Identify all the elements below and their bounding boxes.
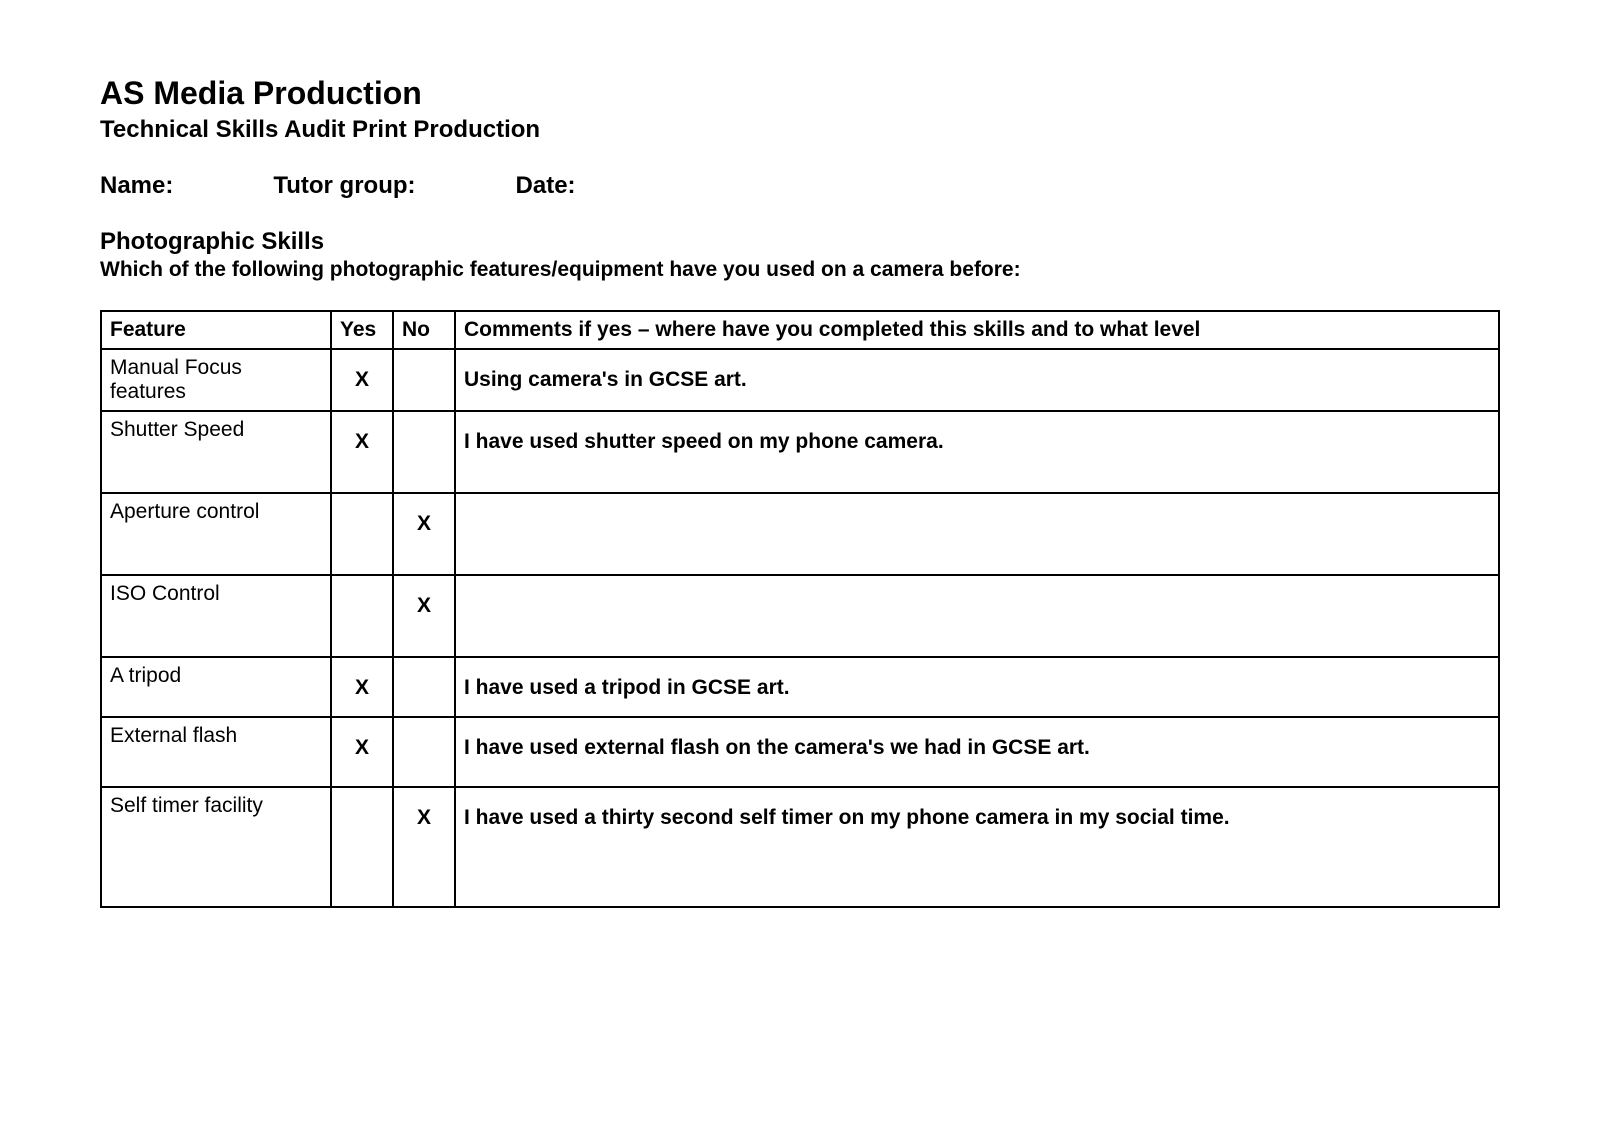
cell-comment: I have used external flash on the camera… [455, 717, 1499, 787]
cell-no [393, 717, 455, 787]
cell-no: X [393, 575, 455, 657]
cell-feature: Shutter Speed [101, 411, 331, 493]
cell-yes: X [331, 411, 393, 493]
cell-no [393, 411, 455, 493]
section-question: Which of the following photographic feat… [100, 258, 1500, 282]
cell-yes: X [331, 657, 393, 717]
header-feature: Feature [101, 311, 331, 349]
cell-feature: Manual Focus features [101, 349, 331, 411]
cell-no [393, 657, 455, 717]
cell-no: X [393, 787, 455, 907]
skills-table: Feature Yes No Comments if yes – where h… [100, 310, 1500, 908]
cell-comment: I have used a thirty second self timer o… [455, 787, 1499, 907]
header-comments: Comments if yes – where have you complet… [455, 311, 1499, 349]
cell-feature: Self timer facility [101, 787, 331, 907]
cell-comment: Using camera's in GCSE art. [455, 349, 1499, 411]
cell-feature: ISO Control [101, 575, 331, 657]
cell-comment: I have used a tripod in GCSE art. [455, 657, 1499, 717]
cell-no: X [393, 493, 455, 575]
cell-comment [455, 493, 1499, 575]
header-yes: Yes [331, 311, 393, 349]
cell-no [393, 349, 455, 411]
table-header-row: Feature Yes No Comments if yes – where h… [101, 311, 1499, 349]
table-row: Aperture control X [101, 493, 1499, 575]
header-no: No [393, 311, 455, 349]
section-title: Photographic Skills [100, 228, 1500, 256]
table-row: Manual Focus featuresX Using camera's in … [101, 349, 1499, 411]
table-row: Self timer facility XI have used a thirty… [101, 787, 1499, 907]
table-row: ISO Control X [101, 575, 1499, 657]
cell-yes [331, 493, 393, 575]
tutor-group-field-label: Tutor group: [273, 172, 415, 200]
table-row: External flashX I have used external flas… [101, 717, 1499, 787]
date-field-label: Date: [516, 172, 576, 200]
page-subtitle: Technical Skills Audit Print Production [100, 116, 1500, 144]
table-row: Shutter SpeedX I have used shutter speed … [101, 411, 1499, 493]
form-fields-row: Name: Tutor group: Date: [100, 172, 1500, 200]
cell-feature: External flash [101, 717, 331, 787]
cell-feature: A tripod [101, 657, 331, 717]
cell-yes: X [331, 349, 393, 411]
cell-comment [455, 575, 1499, 657]
page-title: AS Media Production [100, 75, 1500, 112]
cell-comment: I have used shutter speed on my phone ca… [455, 411, 1499, 493]
table-row: A tripodX I have used a tripod in GCSE ar… [101, 657, 1499, 717]
cell-yes: X [331, 717, 393, 787]
name-field-label: Name: [100, 172, 173, 200]
cell-yes [331, 575, 393, 657]
table-body: Manual Focus featuresXUsing camera's in … [101, 349, 1499, 907]
cell-yes [331, 787, 393, 907]
cell-feature: Aperture control [101, 493, 331, 575]
